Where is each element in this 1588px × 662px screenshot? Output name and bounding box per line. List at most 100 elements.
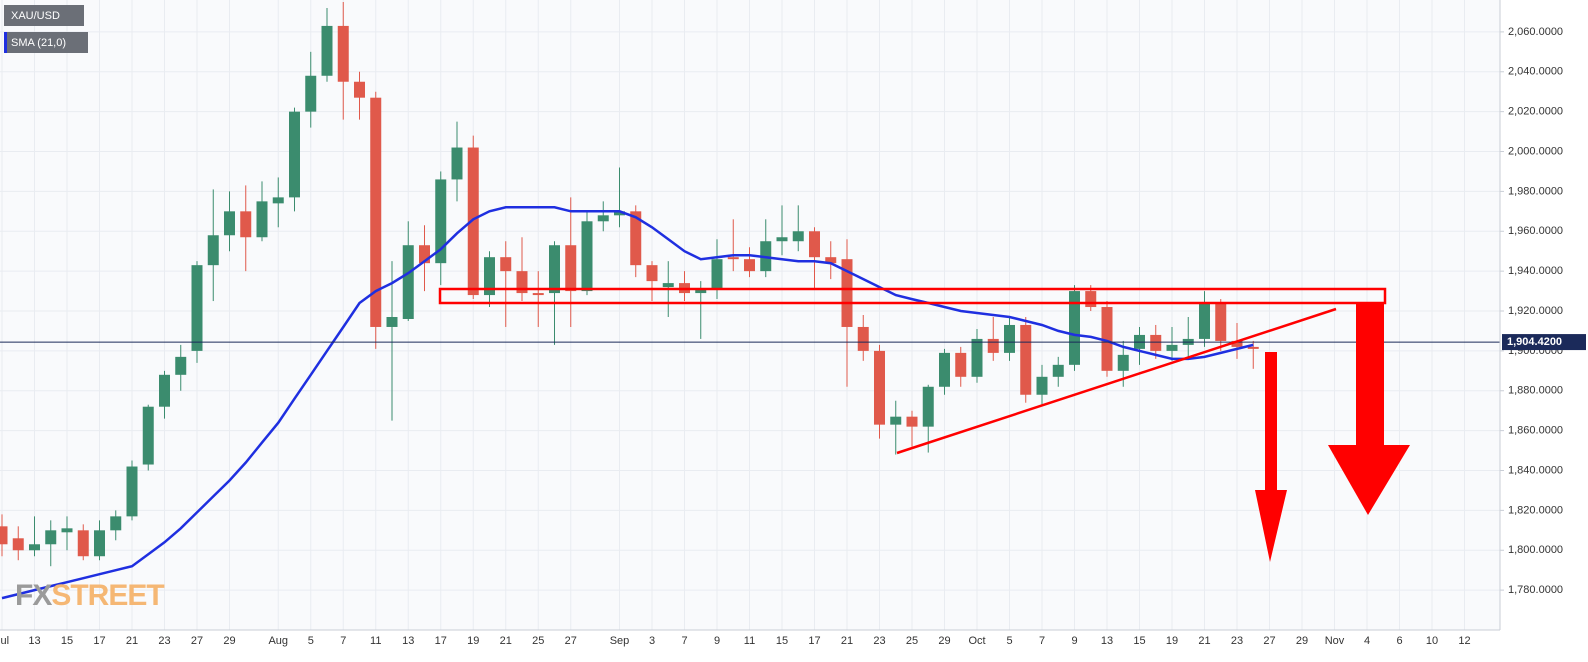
x-tick-label: 17 — [435, 635, 447, 647]
candle-body — [77, 530, 89, 557]
candle-body — [1085, 291, 1097, 308]
legend-swatch — [4, 32, 7, 53]
x-tick-label: 17 — [808, 635, 820, 647]
candle-body — [1215, 303, 1227, 341]
y-tick-label: 1,840.0000 — [1508, 464, 1563, 476]
candle-body — [1101, 307, 1113, 371]
candle-body — [272, 197, 284, 204]
candle-body — [370, 97, 382, 327]
x-tick-label: 9 — [1071, 635, 1077, 647]
x-tick-label: 17 — [93, 635, 105, 647]
candle-body — [1199, 303, 1210, 339]
y-tick-label: 2,060.0000 — [1508, 26, 1563, 38]
candle-body — [402, 245, 414, 319]
x-tick-label: 11 — [744, 635, 755, 647]
grid — [0, 0, 1500, 630]
candle-body — [922, 386, 934, 427]
y-tick-label: 1,780.0000 — [1508, 584, 1563, 596]
candle-body — [500, 257, 512, 272]
candle-body — [565, 245, 577, 292]
x-tick-label: 21 — [841, 635, 853, 647]
x-tick-label: 7 — [681, 635, 687, 647]
x-tick-label: 27 — [565, 635, 577, 647]
y-tick-label: 1,860.0000 — [1508, 425, 1563, 437]
candle-body — [386, 316, 398, 327]
x-tick-label: 19 — [1166, 635, 1178, 647]
candle-body — [94, 530, 105, 557]
x-tick-label: 29 — [938, 635, 950, 647]
legend-box — [4, 5, 84, 26]
candle-body — [776, 237, 788, 242]
arrow-shaft — [1356, 303, 1384, 446]
candle-body — [906, 416, 918, 427]
candle-body — [857, 326, 869, 351]
candle-body — [0, 526, 8, 545]
y-tick-label: 2,000.0000 — [1508, 145, 1563, 157]
x-tick-label: Jul — [0, 635, 9, 647]
candle-body — [955, 352, 967, 377]
resistance-zone — [438, 287, 1387, 305]
x-tick-label: Aug — [268, 635, 288, 647]
watermark: FXSTREET — [15, 579, 164, 612]
candle-body — [110, 516, 122, 531]
candle-body — [126, 466, 138, 517]
y-tick-label: 1,800.0000 — [1508, 544, 1563, 556]
y-tick-label: 1,920.0000 — [1508, 305, 1563, 317]
candle-body — [695, 289, 707, 294]
arrow-head — [1328, 445, 1410, 515]
x-tick-label: Sep — [610, 635, 630, 647]
candle-body — [614, 211, 625, 216]
last-price-box — [1502, 334, 1586, 351]
candle-body — [1150, 334, 1162, 351]
sma-line — [1, 206, 1254, 600]
candle-body — [1020, 324, 1032, 395]
x-tick-label: 13 — [28, 635, 40, 647]
watermark-part: STREET — [51, 579, 164, 612]
candle-body — [1052, 364, 1064, 377]
candle-body — [191, 265, 203, 351]
x-tick-label: 27 — [1263, 635, 1275, 647]
candle-body — [1247, 346, 1259, 349]
x-tick-label: Oct — [968, 635, 985, 647]
candle-body — [727, 257, 739, 260]
candle-body — [549, 245, 560, 294]
candle-body — [744, 259, 755, 272]
candle-body — [939, 352, 950, 387]
x-tick-label: 3 — [649, 635, 655, 647]
x-tick-label: 23 — [873, 635, 885, 647]
x-tick-label: 4 — [1364, 635, 1370, 647]
candle-body — [1117, 354, 1129, 371]
candle-body — [45, 530, 57, 545]
x-tick-label: 7 — [340, 635, 346, 647]
x-tick-label: 19 — [467, 635, 479, 647]
last-price-label: 1,904.4200 — [1507, 336, 1562, 348]
arrow-shaft — [1265, 352, 1277, 492]
x-tick-label: 25 — [906, 635, 918, 647]
candle-body — [159, 374, 170, 407]
y-tick-label: 1,960.0000 — [1508, 225, 1563, 237]
candle-body — [419, 245, 430, 264]
x-tick-label: 29 — [1296, 635, 1308, 647]
candle-body — [207, 235, 219, 266]
x-tick-label: 25 — [532, 635, 544, 647]
candle-body — [224, 211, 235, 236]
annotations — [438, 287, 1410, 562]
candle-body — [142, 406, 154, 465]
x-tick-label: 12 — [1458, 635, 1470, 647]
candle-body — [597, 215, 609, 222]
candle-body — [792, 231, 804, 242]
y-tick-label: 1,940.0000 — [1508, 265, 1563, 277]
x-tick-label: 21 — [1198, 635, 1210, 647]
y-tick-label: 1,880.0000 — [1508, 385, 1563, 397]
candle-body — [532, 293, 544, 296]
candle-body — [337, 25, 349, 82]
candle-body — [1069, 291, 1080, 365]
y-tick-label: 2,020.0000 — [1508, 106, 1563, 118]
candle-body — [825, 257, 837, 264]
candle-body — [321, 25, 333, 76]
trend-line — [896, 307, 1337, 455]
x-tick-label: 27 — [191, 635, 203, 647]
x-tick-label: 15 — [1133, 635, 1145, 647]
x-tick-label: 13 — [1101, 635, 1113, 647]
